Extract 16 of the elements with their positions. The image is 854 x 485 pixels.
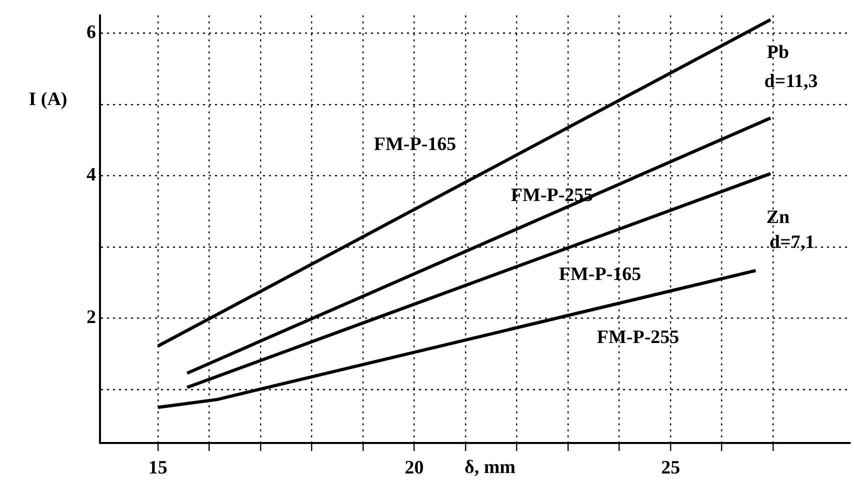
x-axis-title: δ, mm (464, 456, 516, 478)
y-axis-title: I (A) (28, 88, 68, 110)
y-tick-label: 6 (86, 22, 96, 44)
series-label: FM-P-165 (558, 264, 642, 285)
series-label: FM-P-255 (510, 184, 594, 206)
annotation: d=11,3 (764, 70, 818, 92)
series-label: FM-P-165 (374, 134, 456, 155)
series-label: FM-P-255 (596, 326, 680, 348)
annotation: Zn (766, 206, 790, 228)
y-tick-label: 2 (86, 307, 96, 328)
annotation: Pb (766, 42, 790, 63)
x-tick-label: 20 (404, 457, 424, 478)
x-tick-label: 15 (148, 457, 168, 478)
y-tick-label: 4 (86, 164, 96, 186)
x-tick-label: 25 (661, 457, 680, 478)
annotation: d=7,1 (769, 232, 815, 253)
